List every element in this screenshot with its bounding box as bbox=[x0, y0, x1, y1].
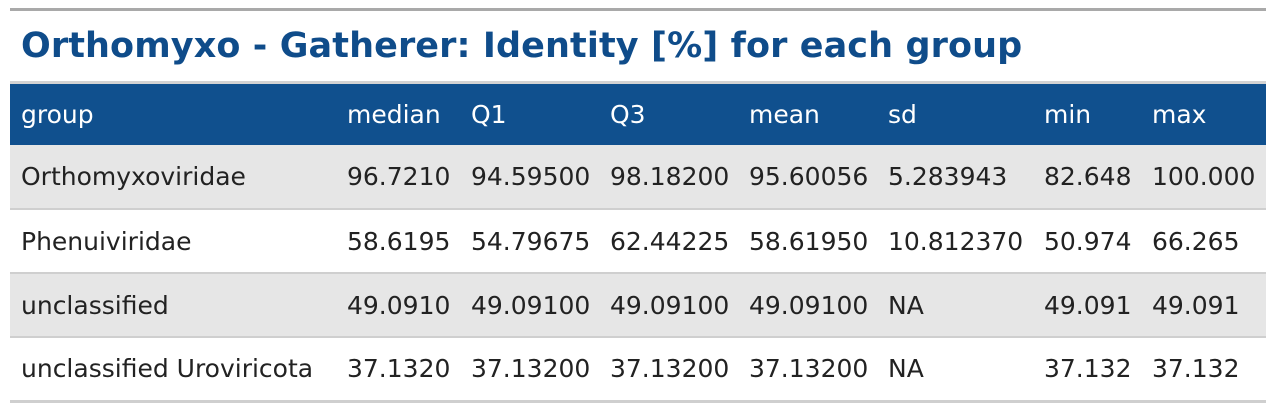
cell-q3: 98.18200 bbox=[610, 162, 730, 191]
stats-table: group median Q1 Q3 mean sd min max Ortho… bbox=[10, 84, 1266, 403]
cell-mean: 49.09100 bbox=[749, 290, 869, 320]
cell-median: 96.7210 bbox=[347, 162, 451, 191]
table-row: Phenuiviridae 58.6195 54.79675 62.44225 … bbox=[10, 209, 1266, 273]
cell-group: Orthomyxoviridae bbox=[21, 162, 246, 191]
table-row: Orthomyxoviridae 96.7210 94.59500 98.182… bbox=[10, 145, 1266, 209]
cell-q1: 54.79675 bbox=[471, 226, 591, 256]
header-max: max bbox=[1152, 100, 1207, 129]
cell-group: unclassified Uroviricota bbox=[21, 354, 314, 384]
header-mean: mean bbox=[749, 100, 820, 129]
cell-q3: 49.09100 bbox=[610, 290, 730, 320]
cell-mean: 37.13200 bbox=[749, 354, 869, 384]
cell-sd: 10.812370 bbox=[888, 226, 1024, 256]
cell-sd: NA bbox=[888, 354, 924, 384]
table-row: unclassified 49.0910 49.09100 49.09100 4… bbox=[10, 273, 1266, 337]
cell-max: 37.132 bbox=[1152, 354, 1240, 384]
header-median: median bbox=[347, 100, 441, 129]
cell-min: 82.648 bbox=[1044, 162, 1132, 191]
cell-group: Phenuiviridae bbox=[21, 226, 192, 256]
table-row: unclassified Uroviricota 37.1320 37.1320… bbox=[10, 337, 1266, 401]
header-q3: Q3 bbox=[610, 100, 646, 129]
cell-q3: 37.13200 bbox=[610, 354, 730, 384]
cell-mean: 58.61950 bbox=[749, 226, 869, 256]
caption-rule bbox=[10, 81, 1266, 84]
cell-group: unclassified bbox=[21, 290, 169, 320]
table-container: Orthomyxo - Gatherer: Identity [%] for e… bbox=[10, 8, 1266, 403]
cell-mean: 95.60056 bbox=[749, 162, 869, 191]
header-min: min bbox=[1044, 100, 1092, 129]
cell-q3: 62.44225 bbox=[610, 226, 730, 256]
header-sd: sd bbox=[888, 100, 917, 129]
cell-max: 49.091 bbox=[1152, 290, 1240, 320]
cell-median: 58.6195 bbox=[347, 226, 451, 256]
header-q1: Q1 bbox=[471, 100, 507, 129]
cell-q1: 49.09100 bbox=[471, 290, 591, 320]
cell-sd: 5.283943 bbox=[888, 162, 1008, 191]
header-row: group median Q1 Q3 mean sd min max bbox=[10, 84, 1266, 145]
cell-q1: 94.59500 bbox=[471, 162, 591, 191]
cell-sd: NA bbox=[888, 290, 924, 320]
cell-q1: 37.13200 bbox=[471, 354, 591, 384]
cell-min: 49.091 bbox=[1044, 290, 1132, 320]
cell-max: 100.000 bbox=[1152, 162, 1256, 191]
cell-min: 37.132 bbox=[1044, 354, 1132, 384]
cell-min: 50.974 bbox=[1044, 226, 1132, 256]
cell-median: 37.1320 bbox=[347, 354, 451, 384]
header-group: group bbox=[21, 100, 94, 129]
cell-median: 49.0910 bbox=[347, 290, 451, 320]
table-caption: Orthomyxo - Gatherer: Identity [%] for e… bbox=[21, 26, 1023, 66]
cell-max: 66.265 bbox=[1152, 226, 1240, 256]
top-rule bbox=[10, 8, 1266, 11]
